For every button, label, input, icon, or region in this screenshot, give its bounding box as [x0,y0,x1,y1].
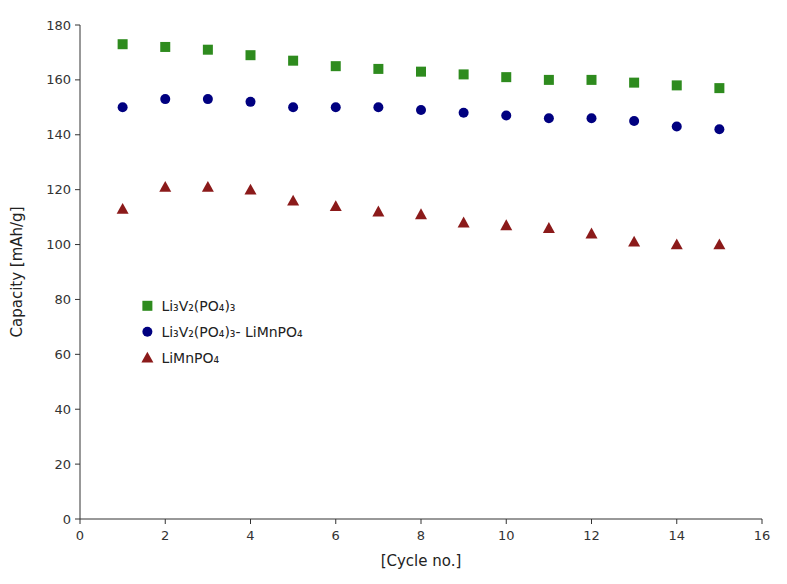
legend: Li₃V₂(PO₄)₃ Li₃V₂(PO₄)₃- LiMnPO₄ LiMnPO₄ [141,298,303,366]
point [500,219,512,230]
y-tick [75,354,80,355]
x-tick [250,519,251,524]
point [629,116,639,126]
x-tick-label: 14 [668,528,685,543]
y-tick [75,299,80,300]
y-tick-label: 160 [46,72,71,87]
y-tick [75,464,80,465]
legend-marker [142,301,152,311]
legend-marker [142,327,152,337]
legend-marker [141,352,153,363]
point [287,195,299,206]
y-tick [75,189,80,190]
point [415,208,427,219]
point [459,69,469,79]
legend-label: Li₃V₂(PO₄)₃- LiMnPO₄ [161,324,303,340]
x-tick [335,519,336,524]
point [587,113,597,123]
point [245,184,257,195]
point [416,105,426,115]
legend-label: LiMnPO₄ [161,350,219,366]
point [372,206,384,217]
point [159,181,171,192]
y-tick-label: 60 [54,347,71,362]
series [118,94,725,134]
point [160,42,170,52]
x-tick [676,519,677,524]
point [118,102,128,112]
y-tick-label: 140 [46,127,71,142]
y-tick [75,409,80,410]
legend-label: Li₃V₂(PO₄)₃ [161,298,235,314]
point [629,78,639,88]
point [501,111,511,121]
x-axis-label: [Cycle no.] [381,552,462,570]
x-tick [421,519,422,524]
point [373,102,383,112]
x-tick [80,519,81,524]
x-tick-label: 16 [754,528,771,543]
series [118,39,725,93]
point [330,200,342,211]
y-tick [75,519,80,520]
x-tick-label: 8 [417,528,425,543]
chart: 0246810121416020406080100120140160180[Cy… [0,0,787,584]
point [714,124,724,134]
point [246,50,256,60]
point [459,108,469,118]
point [672,122,682,132]
point [288,56,298,66]
point [203,94,213,104]
x-tick [506,519,507,524]
point [331,61,341,71]
point [416,67,426,77]
point [160,94,170,104]
point [544,113,554,123]
point [713,239,725,250]
point [586,228,598,239]
y-tick-label: 100 [46,237,71,252]
point [543,222,555,233]
x-tick [165,519,166,524]
y-tick-label: 20 [54,457,71,472]
y-tick-label: 40 [54,402,71,417]
point [628,236,640,247]
x-tick-label: 2 [161,528,169,543]
plot-area [117,39,726,249]
y-tick-label: 0 [63,512,71,527]
y-tick-label: 180 [46,18,71,33]
y-axis-line [80,25,81,519]
point [118,39,128,49]
point [587,75,597,85]
x-tick-label: 4 [246,528,254,543]
series [117,181,726,249]
y-tick [75,79,80,80]
x-tick-label: 10 [498,528,515,543]
point [246,97,256,107]
x-tick-label: 12 [583,528,600,543]
y-axis-label: Capacity [mAh/g] [8,207,26,338]
x-tick-label: 0 [76,528,84,543]
point [373,64,383,74]
point [203,45,213,55]
y-tick [75,134,80,135]
point [202,181,214,192]
point [458,217,470,228]
point [544,75,554,85]
point [672,80,682,90]
y-tick [75,25,80,26]
point [331,102,341,112]
y-tick-label: 120 [46,182,71,197]
y-tick [75,244,80,245]
point [501,72,511,82]
x-tick [762,519,763,524]
point [671,239,683,250]
point [714,83,724,93]
point [288,102,298,112]
y-tick-label: 80 [54,292,71,307]
point [117,203,129,214]
x-tick-label: 6 [332,528,340,543]
x-tick [591,519,592,524]
